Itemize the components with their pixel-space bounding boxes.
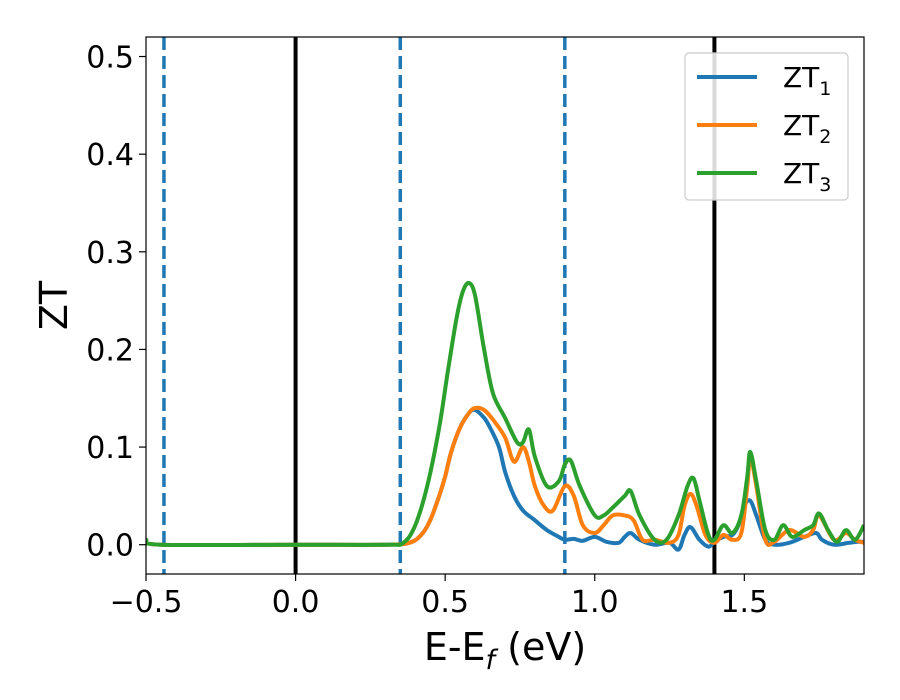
y-tick-label: 0.0 [86, 529, 134, 564]
y-axis-label: ZT [32, 280, 76, 330]
x-tick-label: 1.0 [571, 585, 619, 620]
legend-label: ZT1 [783, 61, 831, 100]
y-tick-label: 0.5 [86, 41, 134, 76]
x-axis-ticks: −0.5 0.0 0.5 1.0 1.5 [110, 574, 768, 620]
legend: ZT1 ZT2 ZT3 [684, 52, 849, 201]
y-tick-label: 0.4 [86, 138, 134, 173]
series-layer [146, 280, 864, 552]
y-tick-label: 0.3 [86, 236, 134, 271]
plot-frame [145, 36, 865, 575]
y-tick-label: 0.2 [86, 333, 134, 368]
y-tick-label: 0.1 [86, 431, 134, 466]
x-tick-label: −0.5 [110, 585, 183, 620]
legend-box [684, 52, 849, 201]
x-axis-label: E-Ef (eV) [424, 625, 586, 676]
series-line-ZT2 [146, 405, 864, 548]
x-tick-label: 0.0 [272, 585, 320, 620]
legend-label: ZT2 [783, 109, 831, 148]
legend-label: ZT3 [783, 157, 831, 196]
y-axis-ticks: 0.0 0.1 0.2 0.3 0.4 0.5 [86, 41, 146, 564]
x-tick-label: 0.5 [421, 585, 469, 620]
series-line-ZT3 [146, 280, 864, 548]
x-tick-label: 1.5 [720, 585, 768, 620]
